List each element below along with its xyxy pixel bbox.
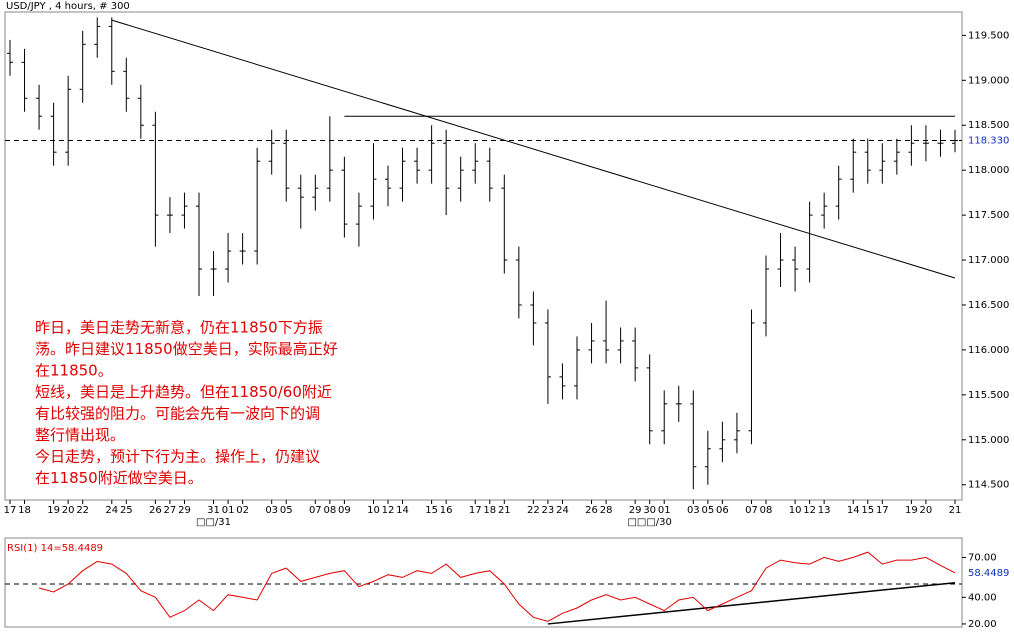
note-line: 有比较强的阻力。可能会先有一波向下的调: [35, 405, 320, 423]
last-price-label: 118.330: [968, 136, 1009, 147]
y-tick-label: 115.000: [968, 435, 1009, 446]
x-tick-label: 29: [178, 505, 191, 516]
note-line: 在11850附近做空美日。: [35, 469, 203, 487]
x-tick-label: 27: [164, 505, 177, 516]
rsi-title: RSI(1) 14=58.4489: [7, 543, 103, 554]
x-tick-label: 29: [629, 505, 642, 516]
x-tick-label: 07: [309, 505, 322, 516]
x-tick-label: 13: [818, 505, 831, 516]
x-tick-label: 06: [716, 505, 729, 516]
y-tick-label: 116.000: [968, 345, 1009, 356]
y-tick-label: 116.500: [968, 300, 1009, 311]
rsi-panel: [4, 537, 963, 628]
note-line: 今日走势，预计下行为主。操作上，仍建议: [35, 448, 320, 466]
x-tick-label: 08: [760, 505, 773, 516]
x-tick-label: 17: [469, 505, 482, 516]
x-tick-label: 14: [396, 505, 409, 516]
note-line: 荡。昨日建议11850做空美日，实际最高正好: [35, 340, 338, 358]
period-label: □□□/30: [627, 517, 671, 528]
x-tick-label: 10: [789, 505, 802, 516]
chart-title: USD/JPY , 4 hours, # 300: [6, 1, 130, 12]
x-tick-label: 19: [905, 505, 918, 516]
x-tick-label: 26: [585, 505, 598, 516]
x-tick-label: 01: [658, 505, 671, 516]
x-tick-label: 08: [323, 505, 336, 516]
y-tick-label: 119.000: [968, 75, 1009, 86]
y-tick-label: 70.00: [968, 552, 997, 563]
x-tick-label: 28: [600, 505, 613, 516]
x-tick-label: 24: [556, 505, 569, 516]
x-tick-label: 18: [483, 505, 496, 516]
x-tick-label: 20: [62, 505, 75, 516]
x-tick-label: 18: [18, 505, 31, 516]
y-tick-label: 119.500: [968, 30, 1009, 41]
y-tick-label: 118.500: [968, 120, 1009, 131]
x-tick-label: 05: [280, 505, 293, 516]
x-tick-label: 14: [847, 505, 860, 516]
x-tick-label: 05: [701, 505, 714, 516]
x-tick-label: 24: [105, 505, 118, 516]
x-tick-label: 15: [425, 505, 438, 516]
period-label: □□/31: [196, 517, 231, 528]
x-tick-label: 25: [120, 505, 133, 516]
x-tick-label: 07: [745, 505, 758, 516]
x-tick-label: 22: [527, 505, 540, 516]
x-tick-label: 15: [861, 505, 874, 516]
y-tick-label: 115.500: [968, 390, 1009, 401]
x-tick-label: 30: [643, 505, 656, 516]
y-tick-label: 114.500: [968, 480, 1009, 491]
note-line: 在11850。: [35, 362, 113, 380]
y-tick-label: 118.000: [968, 165, 1009, 176]
x-tick-label: 09: [338, 505, 351, 516]
x-tick-label: 03: [687, 505, 700, 516]
y-tick-label: 40.00: [968, 592, 997, 603]
rsi-last-label: 58.4489: [968, 568, 1009, 579]
y-tick-label: 117.500: [968, 210, 1009, 221]
trend-line: [111, 19, 956, 279]
x-tick-label: 23: [542, 505, 555, 516]
x-tick-label: 16: [440, 505, 453, 516]
x-tick-label: 17: [876, 505, 889, 516]
note-line: 短线，美日是上升趋势。但在11850/60附近: [35, 383, 332, 401]
x-tick-label: 02: [236, 505, 249, 516]
x-tick-label: 22: [76, 505, 89, 516]
y-tick-label: 117.000: [968, 255, 1009, 266]
rsi-line: [38, 551, 956, 622]
note-line: 昨日，美日走势无新意，仍在11850下方振: [35, 319, 323, 337]
x-tick-label: 21: [949, 505, 962, 516]
trend-line: [547, 581, 956, 625]
y-tick-label: 20.00: [968, 619, 997, 630]
x-tick-label: 19: [47, 505, 60, 516]
x-tick-label: 10: [367, 505, 380, 516]
x-tick-label: 01: [222, 505, 235, 516]
x-tick-label: 21: [498, 505, 511, 516]
x-tick-label: 31: [207, 505, 220, 516]
x-tick-label: 12: [803, 505, 816, 516]
x-tick-label: 12: [382, 505, 395, 516]
x-tick-label: 03: [265, 505, 278, 516]
x-tick-label: 20: [920, 505, 933, 516]
x-tick-label: 26: [149, 505, 162, 516]
note-line: 整行情出现。: [35, 426, 125, 444]
price-panel: [4, 11, 963, 501]
x-tick-label: 17: [4, 505, 17, 516]
